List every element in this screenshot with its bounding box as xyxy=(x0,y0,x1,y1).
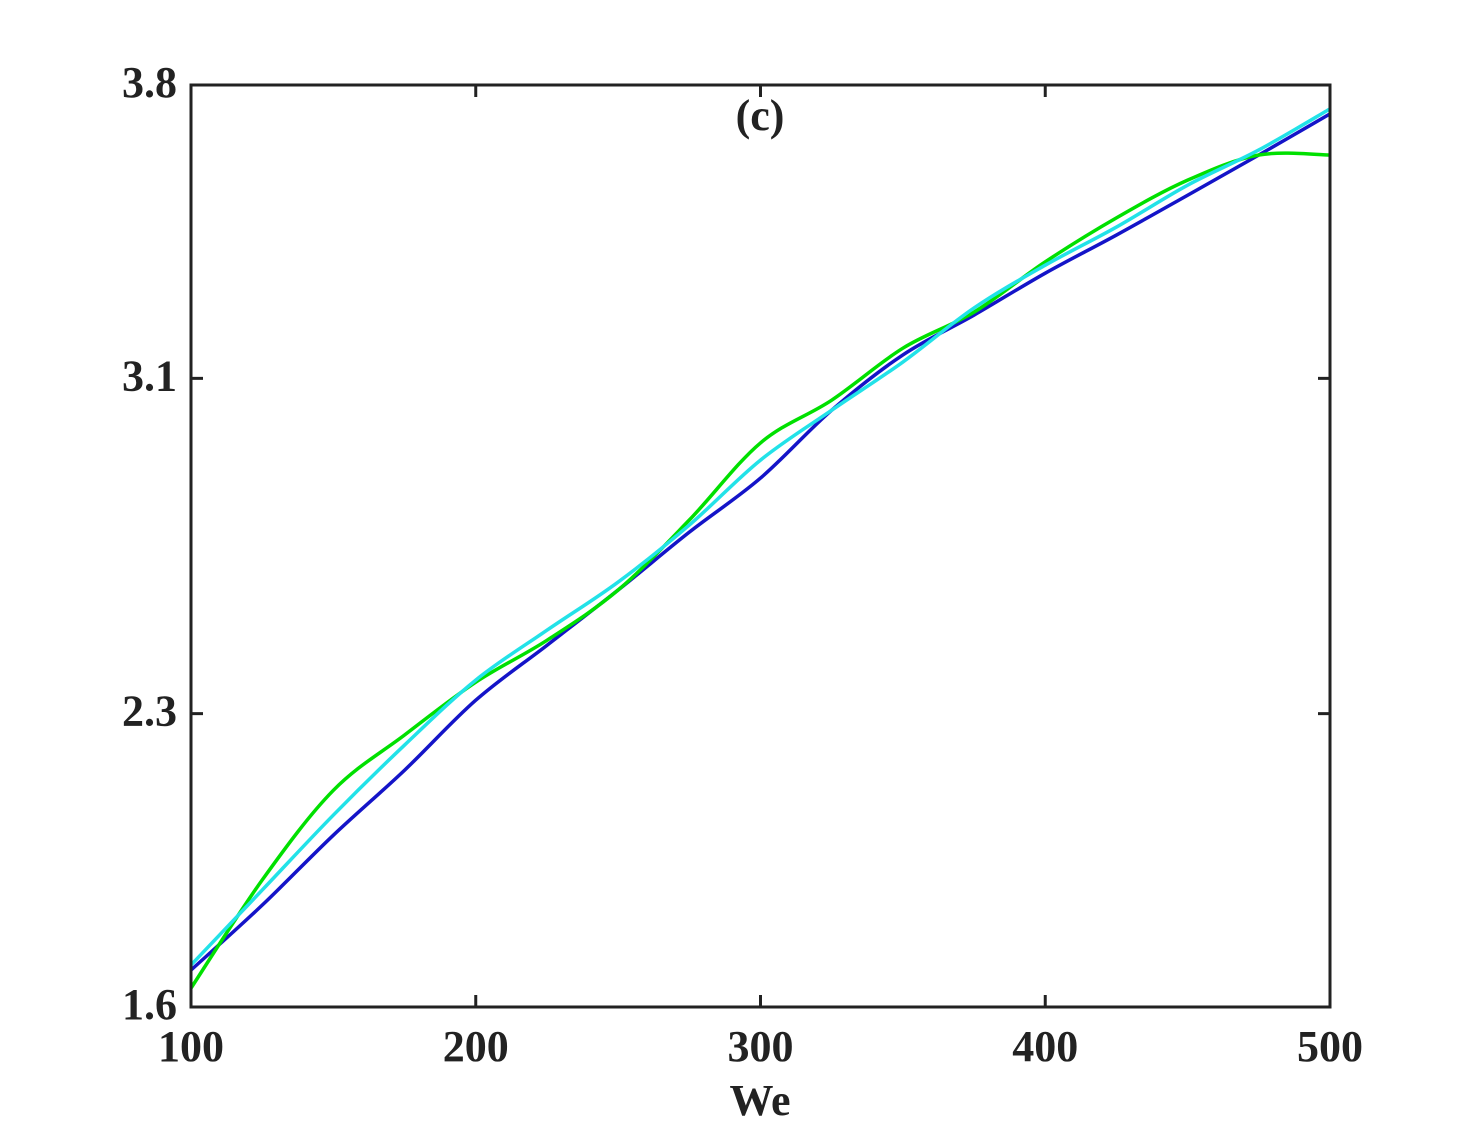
plot-frame xyxy=(189,83,1332,1009)
chart-title: (c) xyxy=(736,91,785,140)
y-tick-label: 3.8 xyxy=(122,58,177,107)
y-tick-label: 3.1 xyxy=(122,351,177,400)
x-tick-label: 200 xyxy=(443,1022,509,1071)
x-axis-label: We xyxy=(729,1076,790,1125)
y-tick-label: 2.3 xyxy=(122,687,177,736)
data-line xyxy=(189,151,1331,990)
data-line xyxy=(189,112,1331,972)
x-tick-label: 400 xyxy=(1012,1022,1078,1071)
y-tick-label: 1.6 xyxy=(122,980,177,1029)
x-tick-label: 300 xyxy=(728,1022,794,1071)
x-tick-label: 100 xyxy=(158,1022,224,1071)
data-line xyxy=(189,107,1331,967)
x-tick-label: 500 xyxy=(1297,1022,1363,1071)
